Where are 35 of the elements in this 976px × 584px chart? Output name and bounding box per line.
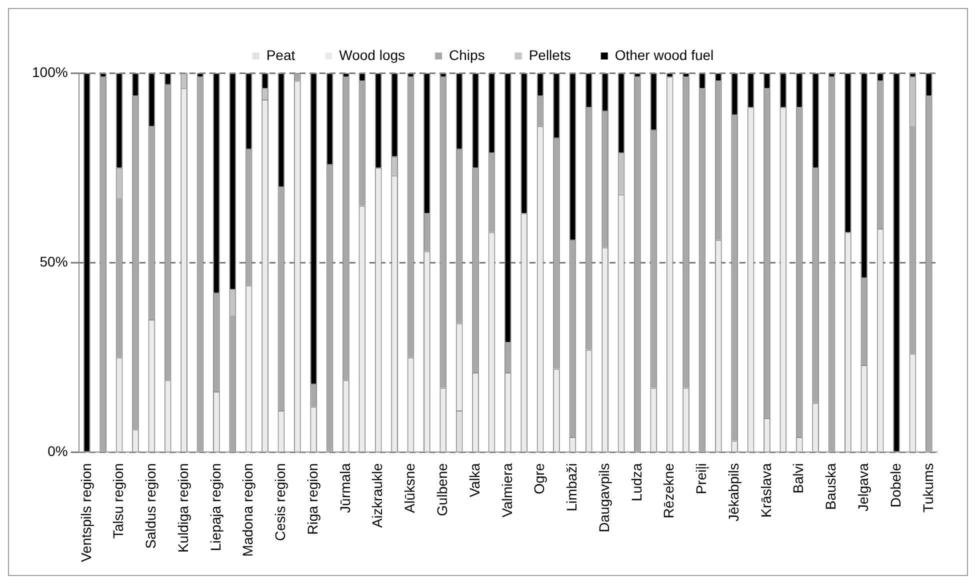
x-tick-label: Alūksne xyxy=(402,462,418,513)
x-tick-label: Rēzekne xyxy=(660,462,677,518)
legend-label: Peat xyxy=(266,46,296,63)
x-tick-label: Cesis region xyxy=(272,463,288,541)
x-tick-label: Liepaja region xyxy=(207,463,224,552)
x-tick-label: Madona region xyxy=(240,463,256,557)
x-tick-label: Krāslava xyxy=(758,462,774,518)
y-tick-label: 100% xyxy=(32,64,68,80)
legend-label: Wood logs xyxy=(339,46,406,63)
x-tick-label: Dobele xyxy=(887,462,904,508)
y-tick-label: 0% xyxy=(48,443,68,460)
x-tick-label: Limbaži xyxy=(564,463,580,512)
x-tick-label: Daugavpils xyxy=(596,463,612,532)
legend-label: Other wood fuel xyxy=(614,46,714,63)
x-tick-label: Riga region xyxy=(304,463,320,535)
x-tick-label: Preiļi xyxy=(693,463,710,494)
x-tick-label: Jūrmala xyxy=(336,462,353,513)
x-tick-label: Talsu region xyxy=(110,463,126,539)
x-tick-label: Kuldiga region xyxy=(174,463,191,553)
x-tick-label: Bauska xyxy=(822,462,839,510)
x-tick-label: Aizkraukle xyxy=(369,462,386,528)
y-tick-label: 50% xyxy=(40,253,68,270)
legend-label: Chips xyxy=(449,46,485,63)
x-tick-label: Ventspils region xyxy=(78,463,94,562)
x-tick-label: Valmiera xyxy=(498,462,515,518)
x-tick-label: Gulbene xyxy=(434,462,450,516)
x-tick-label: Saldus region xyxy=(142,463,159,549)
x-tick-label: Valka xyxy=(466,462,482,498)
x-tick-label: Ludza xyxy=(628,462,644,502)
x-tick-label: Balvi xyxy=(790,463,806,494)
x-tick-label: Ogre xyxy=(531,462,548,494)
legend-label: Pellets xyxy=(528,46,571,63)
x-tick-label: Jēkabpils xyxy=(725,463,742,522)
x-tick-label: Tukums xyxy=(920,463,936,512)
x-tick-label: Jelgava xyxy=(854,462,871,512)
